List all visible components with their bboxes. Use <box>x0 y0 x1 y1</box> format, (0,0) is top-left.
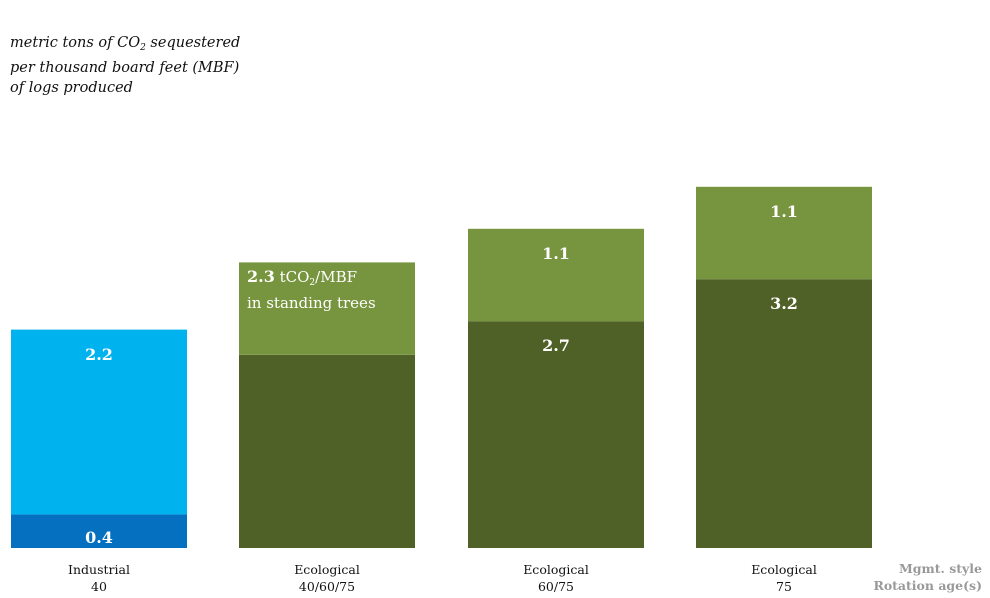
bar-segment <box>696 279 872 548</box>
category-label: Ecological 75 <box>709 561 859 595</box>
category-rotation-label: 40/60/75 <box>298 579 356 594</box>
axis-name-rotation-age: Rotation age(s) <box>873 578 982 593</box>
bar-segment <box>239 262 415 355</box>
bar-segment <box>11 514 187 548</box>
subtitle-line-1: metric tons of CO2 sequestered <box>10 35 241 53</box>
category-style-label: Industrial <box>68 562 130 577</box>
bar-value-label: 1.1 <box>542 243 570 263</box>
bar-segment <box>696 186 872 280</box>
category-style-label: Ecological <box>294 562 360 577</box>
bar-value-label: 0.4 <box>85 528 113 548</box>
bar-segment <box>11 329 187 515</box>
bar-segment <box>239 354 415 548</box>
category-style-label: Ecological <box>523 562 589 577</box>
category-label: Ecological 40/60/75 <box>252 561 402 595</box>
subtitle-line-2: per thousand board feet (MBF) <box>10 60 240 76</box>
category-rotation-label: 40 <box>91 579 107 594</box>
bar-segment <box>468 228 644 322</box>
subtitle-line-3: of logs produced <box>10 80 133 96</box>
bar-value-label: 1.1 <box>770 201 798 221</box>
category-rotation-label: 75 <box>776 579 792 594</box>
bar-segment <box>468 321 644 548</box>
category-style-label: Ecological <box>751 562 817 577</box>
category-rotation-label: 60/75 <box>537 579 575 594</box>
bar-value-label: 3.2 <box>770 294 798 314</box>
standing-trees-annotation: 2.3 tCO2/MBF in standing trees <box>247 267 376 312</box>
bar-value-label: 2.7 <box>542 336 570 356</box>
category-label: Ecological 60/75 <box>481 561 631 595</box>
chart-subtitle: metric tons of CO2 sequestered per thous… <box>10 33 270 98</box>
bar-value-label: 2.2 <box>85 344 113 364</box>
wood-products-annotation: 1.1 tCO2/MBF in wood products <box>247 126 379 171</box>
category-label: Industrial 40 <box>24 561 174 595</box>
axis-name-mgmt-style: Mgmt. style <box>898 561 982 576</box>
